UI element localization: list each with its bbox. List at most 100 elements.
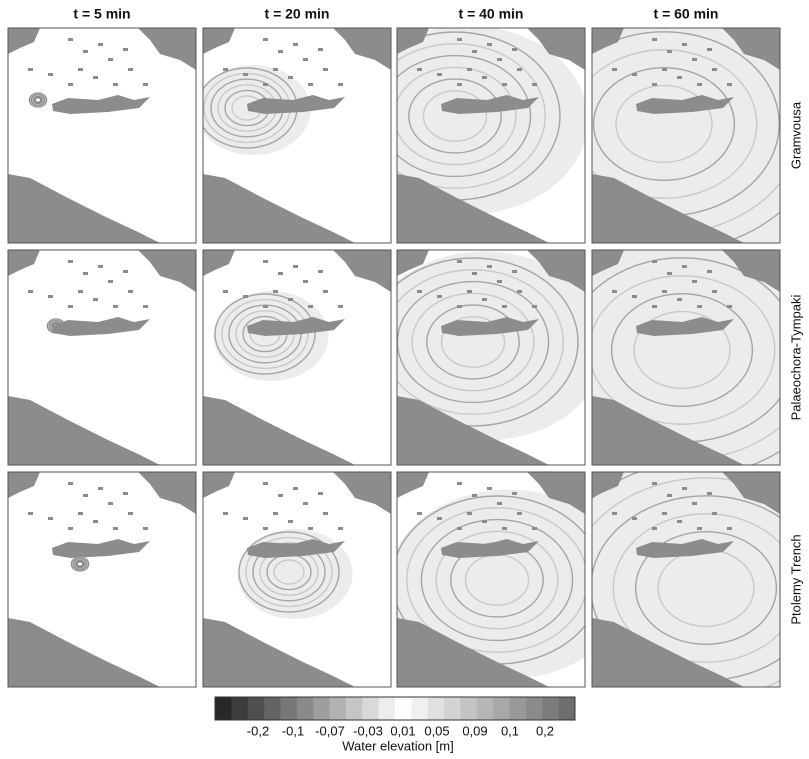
- colorbar-label: 0,01: [390, 723, 415, 738]
- island: [727, 83, 732, 86]
- island: [128, 512, 133, 515]
- island: [128, 290, 133, 293]
- island: [83, 494, 88, 497]
- island: [28, 512, 33, 515]
- island: [83, 50, 88, 53]
- column-title: t = 20 min: [265, 6, 330, 22]
- island: [323, 68, 328, 71]
- island: [28, 68, 33, 71]
- colorbar-swatch: [428, 697, 445, 720]
- island: [263, 38, 268, 41]
- island: [113, 305, 118, 308]
- island: [113, 83, 118, 86]
- map-content: [364, 250, 606, 465]
- island: [712, 68, 717, 71]
- colorbar-swatch: [297, 697, 314, 720]
- island: [727, 527, 732, 530]
- island: [632, 295, 637, 298]
- island: [243, 73, 248, 76]
- island: [707, 492, 712, 495]
- island: [487, 265, 492, 268]
- colorbar-swatch: [346, 697, 363, 720]
- island: [278, 272, 283, 275]
- island: [467, 290, 472, 293]
- island: [123, 270, 128, 273]
- figure: -0,2-0,1-0,07-0,030,010,050,090,10,2 Wat…: [0, 0, 809, 759]
- island: [697, 305, 702, 308]
- island: [338, 305, 343, 308]
- island: [612, 512, 617, 515]
- island: [472, 494, 477, 497]
- island: [712, 512, 717, 515]
- island: [98, 487, 103, 490]
- island: [68, 260, 73, 263]
- colorbar-label: 0,05: [424, 723, 449, 738]
- island: [457, 527, 462, 530]
- row-title: Gramvousa: [788, 101, 803, 169]
- island: [338, 527, 343, 530]
- island: [652, 305, 657, 308]
- island: [68, 305, 73, 308]
- island: [667, 494, 672, 497]
- island: [303, 502, 308, 505]
- map-panel: [203, 472, 391, 687]
- island: [318, 270, 323, 273]
- island: [323, 290, 328, 293]
- island: [437, 73, 442, 76]
- island: [318, 48, 323, 51]
- colorbar-title: Water elevation [m]: [342, 738, 454, 753]
- colorbar-label: 0,09: [462, 723, 487, 738]
- island: [437, 295, 442, 298]
- colorbar-swatch: [395, 697, 412, 720]
- island: [497, 280, 502, 283]
- island: [512, 492, 517, 495]
- colorbar-label: -0,03: [353, 723, 383, 738]
- island: [502, 527, 507, 530]
- map-content: [8, 250, 196, 465]
- island: [662, 512, 667, 515]
- island: [108, 280, 113, 283]
- island: [497, 502, 502, 505]
- island: [93, 520, 98, 523]
- island: [682, 43, 687, 46]
- island: [78, 68, 83, 71]
- island: [482, 76, 487, 79]
- island: [707, 48, 712, 51]
- island: [293, 43, 298, 46]
- island: [273, 512, 278, 515]
- island: [273, 68, 278, 71]
- island: [457, 482, 462, 485]
- island: [437, 517, 442, 520]
- island: [677, 520, 682, 523]
- colorbar-swatch: [460, 697, 477, 720]
- colorbar-swatch: [379, 697, 396, 720]
- map-panel: [196, 28, 392, 243]
- island: [482, 298, 487, 301]
- island: [303, 280, 308, 283]
- island: [662, 68, 667, 71]
- island: [293, 265, 298, 268]
- island: [243, 517, 248, 520]
- map-panel: [8, 28, 196, 243]
- island: [417, 512, 422, 515]
- island: [467, 68, 472, 71]
- island: [512, 270, 517, 273]
- colorbar-swatch: [330, 697, 347, 720]
- colorbar-swatch: [542, 697, 559, 720]
- island: [682, 487, 687, 490]
- island: [108, 502, 113, 505]
- island: [652, 83, 657, 86]
- colorbar-swatch: [411, 697, 428, 720]
- island: [263, 305, 268, 308]
- island: [417, 68, 422, 71]
- island: [502, 83, 507, 86]
- island: [727, 305, 732, 308]
- island: [123, 492, 128, 495]
- colorbar-label: -0,1: [282, 723, 304, 738]
- island: [318, 492, 323, 495]
- island: [68, 527, 73, 530]
- island: [113, 527, 118, 530]
- island: [288, 520, 293, 523]
- island: [502, 305, 507, 308]
- colorbar-swatch: [280, 697, 297, 720]
